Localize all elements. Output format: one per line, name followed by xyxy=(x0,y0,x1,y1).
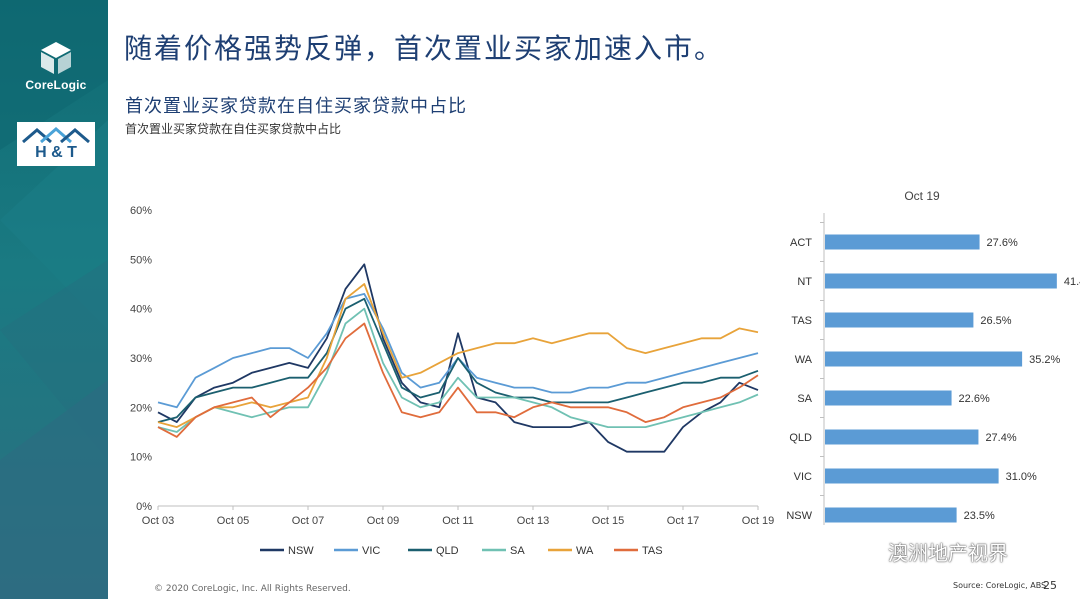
bar-category-label: WA xyxy=(795,354,813,366)
bar-category-label: TAS xyxy=(791,315,812,327)
legend-label-vic: VIC xyxy=(362,545,380,557)
bar-chart: Oct 19 ACT 27.6% NT 41.4% TAS 26.5% WA 35.2% SA 22… xyxy=(786,189,1080,525)
bar-nsw xyxy=(825,507,957,523)
bar-wa xyxy=(825,351,1023,367)
y-tick-label: 40% xyxy=(130,304,152,316)
bar-qld xyxy=(825,429,979,445)
x-tick-label: Oct 03 xyxy=(142,515,174,527)
y-tick-label: 50% xyxy=(130,254,152,266)
series-line-sa xyxy=(157,307,759,433)
copyright-text: © 2020 CoreLogic, Inc. All Rights Reserv… xyxy=(154,584,351,594)
y-tick-label: 60% xyxy=(130,205,152,217)
chart-subtitle-small: 首次置业买家贷款在自住买家贷款中占比 xyxy=(125,122,342,136)
chart-subtitle: 首次置业买家贷款在自住买家贷款中占比 xyxy=(125,96,467,117)
bar-value-label: 31.0% xyxy=(1006,471,1037,483)
ht-logo-text: H & T xyxy=(35,144,77,161)
bar-value-label: 23.5% xyxy=(964,510,995,522)
x-tick-label: Oct 09 xyxy=(367,515,399,527)
x-tick-label: Oct 15 xyxy=(592,515,624,527)
bar-category-label: VIC xyxy=(794,471,812,483)
bar-tas xyxy=(825,312,974,328)
x-tick-label: Oct 17 xyxy=(667,515,699,527)
bar-value-label: 26.5% xyxy=(980,315,1011,327)
bar-value-label: 22.6% xyxy=(959,393,990,405)
bar-category-label: QLD xyxy=(789,432,812,444)
bar-sa xyxy=(825,390,952,406)
bar-category-label: NSW xyxy=(786,510,812,522)
bar-chart-title: Oct 19 xyxy=(904,189,940,203)
watermark-text: 澳洲地产视界 xyxy=(888,540,1008,565)
series-line-wa xyxy=(157,283,759,429)
bar-value-label: 41.4% xyxy=(1064,276,1080,288)
bar-nt xyxy=(825,273,1057,289)
bar-value-label: 27.4% xyxy=(985,432,1016,444)
watermark: 澳洲地产视界 xyxy=(842,533,1008,569)
bar-category-label: SA xyxy=(797,393,812,405)
series-line-vic xyxy=(157,293,759,409)
bar-value-label: 35.2% xyxy=(1029,354,1060,366)
legend-label-wa: WA xyxy=(576,545,594,557)
corelogic-logo: CoreLogic xyxy=(18,40,94,92)
x-tick-label: Oct 11 xyxy=(442,515,474,527)
ht-logo: H & T xyxy=(17,122,95,166)
bar-value-label: 27.6% xyxy=(987,237,1018,249)
wechat-icon xyxy=(843,538,881,564)
y-tick-label: 0% xyxy=(136,501,152,513)
corelogic-cube-icon xyxy=(41,42,71,74)
legend-label-nsw: NSW xyxy=(288,545,314,557)
corelogic-logo-text: CoreLogic xyxy=(25,78,87,92)
source-text: Source: CoreLogic, ABS xyxy=(953,581,1047,590)
x-tick-label: Oct 07 xyxy=(292,515,324,527)
legend-label-qld: QLD xyxy=(436,545,459,557)
x-tick-label: Oct 19 xyxy=(742,515,774,527)
ht-roof-icon xyxy=(22,127,90,144)
bar-category-label: ACT xyxy=(790,237,812,249)
sidebar: CoreLogic H & T xyxy=(0,0,108,599)
y-tick-label: 30% xyxy=(130,353,152,365)
legend-label-tas: TAS xyxy=(642,545,663,557)
series-line-tas xyxy=(157,322,759,438)
bar-act xyxy=(825,234,980,250)
page-number: 25 xyxy=(1043,579,1057,592)
x-tick-label: Oct 13 xyxy=(517,515,549,527)
sidebar-pattern xyxy=(0,0,108,599)
line-chart: 0% 10% 20% 30% 40% 50% 60% Oct 03 Oct 05 Oct 07 Oc… xyxy=(130,205,774,557)
y-tick-label: 10% xyxy=(130,452,152,464)
y-tick-label: 20% xyxy=(130,402,152,414)
legend-label-sa: SA xyxy=(510,545,525,557)
series-line-nsw xyxy=(157,263,759,453)
bar-category-label: NT xyxy=(797,276,812,288)
bar-vic xyxy=(825,468,999,484)
page-title: 随着价格强势反弹，首次置业买家加速入市。 xyxy=(124,32,725,65)
x-tick-label: Oct 05 xyxy=(217,515,249,527)
series-line-qld xyxy=(157,297,759,423)
